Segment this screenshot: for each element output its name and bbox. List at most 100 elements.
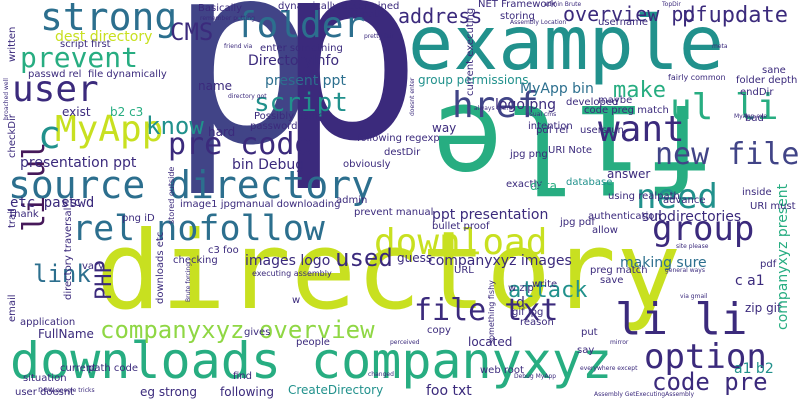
- word-pdf: pdf: [760, 259, 777, 270]
- word-d: d: [516, 295, 525, 311]
- word-bad: bad: [745, 113, 764, 124]
- word-pretty-fair: pretty fair: [364, 33, 394, 40]
- word-code-pre: code pre: [652, 368, 768, 396]
- word-folder: folder: [235, 5, 366, 46]
- word-used: used: [335, 244, 393, 272]
- word-w-zip: w zip: [508, 283, 534, 294]
- word-c3-foo: c3 foo: [208, 245, 239, 256]
- word-script-first: script first: [60, 39, 111, 50]
- word-vary: vary: [82, 261, 105, 272]
- word-dynamically-determined: dynamically determined: [278, 1, 400, 12]
- word-application: application: [20, 317, 76, 328]
- word-storing: storing: [500, 11, 535, 22]
- word-assembly-location: Assembly Location: [510, 19, 567, 26]
- word-people: people: [296, 337, 330, 348]
- word-make: make: [613, 78, 666, 103]
- word-foo-txt: foo txt: [426, 383, 472, 399]
- word-script: script: [254, 88, 348, 118]
- word-google-tricks: google tricks: [56, 387, 95, 394]
- word-allow: allow: [592, 225, 618, 236]
- word-maybe: maybe: [598, 95, 633, 106]
- word-preg-match: preg match: [590, 265, 648, 276]
- word-uri-must: URI must: [750, 201, 796, 212]
- word-exactly: exactly: [506, 179, 543, 190]
- word-site-please: site please: [676, 243, 709, 250]
- word-following-regexp: following regexp: [357, 133, 440, 144]
- word-p-second: p: [275, 0, 423, 195]
- word-present-ppt: present ppt: [265, 73, 346, 89]
- word-pdf-rel: pdf rel: [536, 125, 569, 136]
- word-say: say: [577, 345, 595, 356]
- word-using-realpath: using realpath: [608, 191, 680, 202]
- word-b2-c3: b2 c3: [110, 105, 144, 119]
- word-fullname: FullName: [38, 327, 94, 341]
- word-inside: inside: [742, 187, 772, 198]
- word-myapp-exe: MyApp exe: [734, 113, 767, 120]
- word-logo-png: logo png: [495, 97, 557, 113]
- word-know: know: [146, 112, 204, 140]
- word-manual-downloading: manual downloading: [236, 199, 341, 210]
- word-broached-well: broached well: [3, 78, 10, 120]
- word-doesnt-enter: doesnt enter: [409, 77, 416, 116]
- word-find: find: [233, 371, 252, 382]
- word-write: write: [532, 279, 558, 290]
- word-passwd-rel: passwd rel: [28, 69, 82, 80]
- word-web-root: web root: [480, 365, 524, 376]
- word-directory: directory: [96, 209, 682, 334]
- word-data: data: [530, 179, 558, 193]
- word-save: save: [600, 275, 624, 286]
- word-attack: attack: [508, 278, 588, 303]
- word-admin: admin: [336, 195, 368, 206]
- word-possibly-using: Possibly using: [254, 111, 325, 122]
- word-file-txt: file txt: [414, 293, 559, 328]
- word-presentation-ppt: presentation ppt: [20, 155, 137, 171]
- word-source-directory: source directory: [8, 163, 375, 207]
- word-basically: Basically: [198, 3, 243, 14]
- word-located: located: [468, 335, 513, 349]
- word-directory-got: directory got: [228, 93, 267, 100]
- word-prevent: prevent: [20, 41, 139, 74]
- word-developed: developed: [566, 97, 619, 108]
- word-brute-forcing: Brute forcing: [185, 262, 192, 302]
- word-username: username: [598, 17, 648, 28]
- word-database: database: [566, 177, 613, 188]
- word-advance: advance: [663, 195, 706, 206]
- word-p-large: p: [168, 0, 319, 200]
- word-written: written: [7, 26, 18, 62]
- word-cms: CMS: [170, 18, 214, 46]
- word-new-file: new file: [655, 137, 800, 172]
- word-enter-something: enter something: [260, 43, 343, 54]
- word-group-permissions: group permissions: [418, 73, 529, 87]
- word-remember-putting: remember putting: [200, 15, 255, 22]
- word-topdir: TopDir: [662, 1, 681, 8]
- word-perceived: perceived: [390, 339, 420, 346]
- word-authentication: authentication: [588, 211, 661, 222]
- word-gives: gives: [244, 327, 271, 338]
- word-everywhere-except: everywhere except: [580, 365, 638, 372]
- word-p-update: p update: [682, 3, 788, 28]
- word-enddir: endDir: [740, 87, 774, 98]
- word-executing-assembly: executing assembly: [252, 269, 332, 278]
- word-directoryinfo: DirectoryInfo: [248, 53, 340, 69]
- word-thank: Thank: [8, 209, 39, 220]
- word-following: following: [220, 385, 274, 399]
- word-file-dynamically: file dynamically: [88, 69, 167, 80]
- word-directory-traversal: directory traversal: [63, 207, 74, 300]
- word-li-li: li li: [615, 294, 748, 345]
- word-downloads-etc: downloads etc: [155, 231, 166, 304]
- word-createdirectory: CreateDirectory: [288, 383, 384, 397]
- word-jpg-png: jpg png: [510, 149, 548, 160]
- word-companyxyz-images: companyxyz images: [428, 253, 572, 269]
- word-url: URL: [454, 265, 474, 276]
- word-dest-directory: dest directory: [55, 29, 153, 45]
- word-c: c: [38, 113, 61, 157]
- word-assembly-getexecutingassembly: Assembly GetExecutingAssembly: [594, 391, 695, 398]
- word-png-id: png iD: [122, 213, 155, 224]
- word-destdir: destDir: [384, 147, 421, 158]
- word-uri-note: URI Note: [548, 145, 593, 156]
- word-want: want: [598, 109, 685, 150]
- word-guess: guess: [397, 251, 433, 265]
- word-prevent-manual: prevent manual: [354, 207, 434, 218]
- word-address: address: [398, 4, 483, 28]
- word-rel-nofollow: rel nofollow: [72, 209, 325, 249]
